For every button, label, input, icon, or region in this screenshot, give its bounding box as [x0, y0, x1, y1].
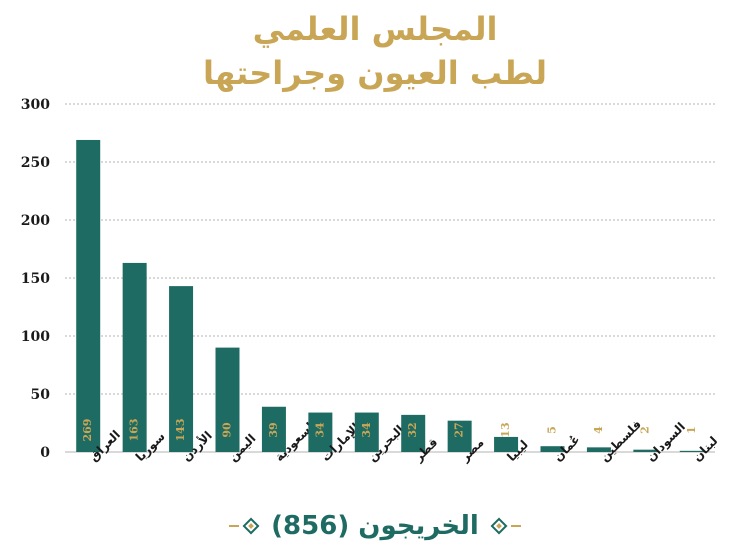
data-label: 143 — [174, 419, 187, 442]
bar — [633, 449, 658, 452]
graduates-total: الخريجون (856) — [271, 511, 479, 541]
bar — [494, 436, 519, 452]
y-tick-label: 200 — [21, 213, 50, 229]
data-label: 163 — [128, 419, 141, 442]
bar — [679, 450, 704, 452]
bar — [586, 447, 611, 452]
data-label: 90 — [221, 422, 234, 438]
data-label: 2 — [638, 426, 651, 434]
data-label: 5 — [546, 426, 559, 434]
bar — [447, 420, 472, 452]
data-label: 1 — [685, 426, 698, 434]
bar — [215, 347, 240, 452]
y-tick-label: 250 — [21, 155, 50, 171]
y-tick-label: 150 — [21, 271, 50, 287]
chart-title-line-1: المجلس العلمي — [252, 10, 498, 48]
bar — [122, 262, 147, 452]
bar — [261, 406, 286, 452]
chart-title-line-2: لطب العيون وجراحتها — [203, 54, 547, 92]
graduates-footer: الخريجون (856) — [0, 506, 750, 546]
y-tick-label: 100 — [21, 329, 50, 345]
y-tick-label: 50 — [31, 387, 51, 403]
data-label: 34 — [313, 422, 326, 438]
y-tick-label: 300 — [21, 97, 50, 113]
data-label: 27 — [453, 422, 466, 437]
y-tick-label: 0 — [40, 445, 50, 461]
data-label: 4 — [592, 426, 605, 434]
x-tick-label: فلسطين — [597, 417, 644, 464]
diamond-icon — [490, 517, 508, 535]
data-label: 269 — [81, 419, 94, 442]
bar — [401, 414, 426, 452]
bar — [169, 286, 194, 452]
x-tick-label: عُمان — [551, 432, 583, 464]
bar — [354, 412, 379, 452]
data-label: 32 — [406, 422, 419, 437]
bar — [76, 139, 101, 452]
right-ornament — [490, 517, 521, 535]
x-tick-label: لبنان — [690, 434, 720, 464]
bar — [308, 412, 333, 452]
data-label: 34 — [360, 422, 373, 438]
left-ornament — [229, 517, 260, 535]
data-label: 13 — [499, 422, 512, 437]
diamond-icon — [242, 517, 260, 535]
bar — [540, 446, 565, 452]
data-label: 39 — [267, 422, 280, 437]
